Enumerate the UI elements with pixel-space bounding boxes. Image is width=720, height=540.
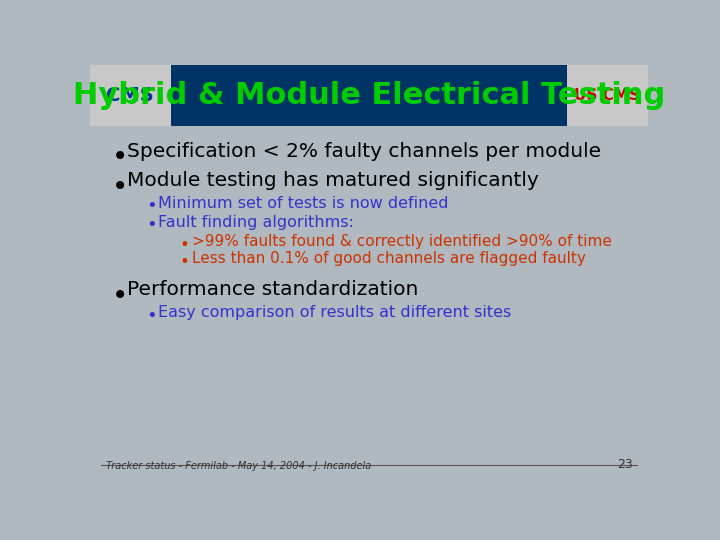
Text: Minimum set of tests is now defined: Minimum set of tests is now defined xyxy=(158,195,449,211)
Text: Specification < 2% faulty channels per module: Specification < 2% faulty channels per m… xyxy=(127,142,601,161)
Text: •: • xyxy=(179,253,189,271)
Text: 23: 23 xyxy=(617,458,632,471)
Text: US CMS: US CMS xyxy=(574,88,640,103)
Text: •: • xyxy=(179,236,189,254)
Text: Less than 0.1% of good channels are flagged faulty: Less than 0.1% of good channels are flag… xyxy=(192,251,586,266)
Text: •: • xyxy=(112,173,128,200)
Text: Module testing has matured significantly: Module testing has matured significantly xyxy=(127,171,539,190)
Text: Easy comparison of results at different sites: Easy comparison of results at different … xyxy=(158,305,511,320)
Text: >99% faults found & correctly identified >90% of time: >99% faults found & correctly identified… xyxy=(192,234,612,249)
Text: •: • xyxy=(145,197,156,215)
Bar xyxy=(567,65,648,126)
Text: CMS: CMS xyxy=(107,86,154,105)
Text: Hybrid & Module Electrical Testing: Hybrid & Module Electrical Testing xyxy=(73,81,665,110)
Text: •: • xyxy=(112,143,128,171)
Bar xyxy=(90,65,171,126)
Text: •: • xyxy=(145,307,156,325)
Bar xyxy=(90,65,648,126)
Text: Tracker status - Fermilab - May 14, 2004 - J. Incandela: Tracker status - Fermilab - May 14, 2004… xyxy=(106,461,371,471)
Text: •: • xyxy=(112,282,128,310)
Text: •: • xyxy=(145,217,156,234)
Text: Fault finding algorithms:: Fault finding algorithms: xyxy=(158,215,354,230)
Text: Performance standardization: Performance standardization xyxy=(127,280,418,299)
